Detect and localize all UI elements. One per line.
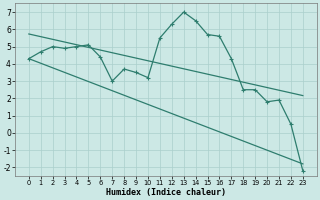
X-axis label: Humidex (Indice chaleur): Humidex (Indice chaleur) bbox=[106, 188, 226, 197]
